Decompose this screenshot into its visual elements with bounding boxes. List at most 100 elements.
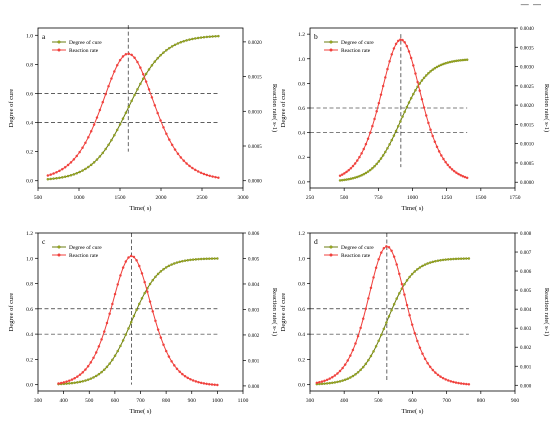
reaction-rate-point [457,381,460,385]
reaction-rate-point [384,76,387,79]
degree-of-cure-point [405,105,409,109]
degree-of-cure-point [147,68,151,71]
degree-of-cure-point [165,49,168,52]
plot-frame [37,27,244,189]
degree-of-cure-point [89,163,93,167]
y-right-tick-label: 0.0015 [248,76,262,81]
degree-of-cure-point [403,282,406,286]
degree-of-cure-point [441,258,445,262]
x-tick-label: 600 [408,398,417,404]
reaction-rate-point [385,245,388,248]
degree-of-cure-point [168,46,171,50]
degree-of-cure-point [437,64,441,68]
degree-of-cure-point [127,105,131,109]
degree-of-cure-point [194,37,197,40]
y-right-tick-label: 0.007 [520,251,532,256]
degree-of-cure-point [392,134,396,137]
degree-of-cure-point [98,155,102,158]
reaction-rate-point [409,56,413,60]
degree-of-cure-point [436,259,440,262]
degree-of-cure-point [375,162,378,166]
y-right-tick-label: 0.0030 [520,66,534,71]
reaction-rate-point [49,173,52,176]
y-left-tick-label: 0.0 [26,179,33,185]
degree-of-cure-point [431,260,435,264]
y-left-tick-label: 1.0 [298,57,305,63]
reaction-rate-point [147,88,151,91]
reaction-rate-point [338,369,342,373]
degree-of-cure-point [323,382,326,385]
reaction-rate-point [340,173,344,176]
degree-of-cure-point [447,258,450,261]
x-tick-label: 3000 [238,195,249,201]
reaction-rate-point [436,373,440,377]
degree-of-cure-point [135,308,138,312]
degree-of-cure-point [92,161,96,164]
reaction-rate-point [381,84,385,88]
x-axis-label: Time( s) [130,408,152,415]
reaction-rate-point [362,147,366,151]
degree-of-cure-point [216,257,219,260]
degree-of-cure-point [78,380,82,384]
x-tick-label: 750 [374,195,383,201]
reaction-rate-point [205,173,209,177]
reaction-rate-point [162,343,165,347]
panel-label: d [314,237,318,246]
y-right-tick-label: 0.0005 [248,145,262,150]
degree-of-cure-point [374,345,378,348]
degree-of-cure-point [213,257,216,260]
degree-of-cure-point [398,292,401,295]
degree-of-cure-point [132,314,136,318]
degree-of-cure-point [424,74,428,77]
reaction-rate-point [405,44,409,48]
reaction-rate-point [199,171,203,175]
x-tick-label: 1750 [510,195,521,201]
reaction-rate-point [414,72,417,75]
reaction-rate-point [361,317,365,320]
degree-of-cure-point [121,117,125,120]
reaction-rate-point [78,150,81,154]
x-tick-label: 300 [306,398,315,404]
degree-of-cure-point [100,370,103,374]
reaction-rate-point [89,130,93,133]
reaction-rate-point [178,370,181,373]
y-right-tick-label: 0.0010 [248,110,262,115]
degree-of-cure-point [409,96,413,100]
degree-of-cure-point [444,62,447,65]
x-tick-label: 900 [188,398,197,404]
reaction-rate-point [386,67,389,71]
reaction-rate-point [338,174,342,177]
reaction-rate-point [375,110,378,113]
degree-of-cure-point [136,88,139,91]
reaction-rate-point [87,136,90,139]
degree-of-cure-point [73,381,76,385]
degree-of-cure-point [345,178,348,181]
degree-of-cure-point [386,147,389,150]
reaction-rate-point [144,80,148,83]
reaction-rate-point [423,357,427,361]
degree-of-cure-point [349,177,353,181]
degree-of-cure-point [186,259,189,262]
reaction-rate-point [121,266,125,269]
reaction-rate-point [465,382,468,386]
degree-of-cure-point [84,379,87,382]
y-right-axis-label: Reaction rate( s-1) [271,288,278,336]
degree-of-cure-point [420,79,424,82]
degree-of-cure-point [178,260,181,264]
degree-of-cure-point [208,35,211,38]
y-right-tick-label: 0.0000 [520,181,534,186]
degree-of-cure-point [95,158,99,161]
reaction-rate-point [347,168,350,172]
reaction-rate-point [189,378,192,381]
degree-of-cure-point [364,362,368,366]
reaction-rate-point [113,292,117,296]
y-left-tick-label: 1.0 [298,256,305,262]
reaction-rate-line [58,255,218,386]
reaction-rate-point [139,66,142,69]
degree-of-cure-point [356,175,359,179]
reaction-rate-point [356,159,359,162]
degree-of-cure-point [94,374,98,378]
reaction-rate-point [428,365,432,369]
reaction-rate-point [148,300,152,303]
degree-of-cure-point [381,154,385,157]
